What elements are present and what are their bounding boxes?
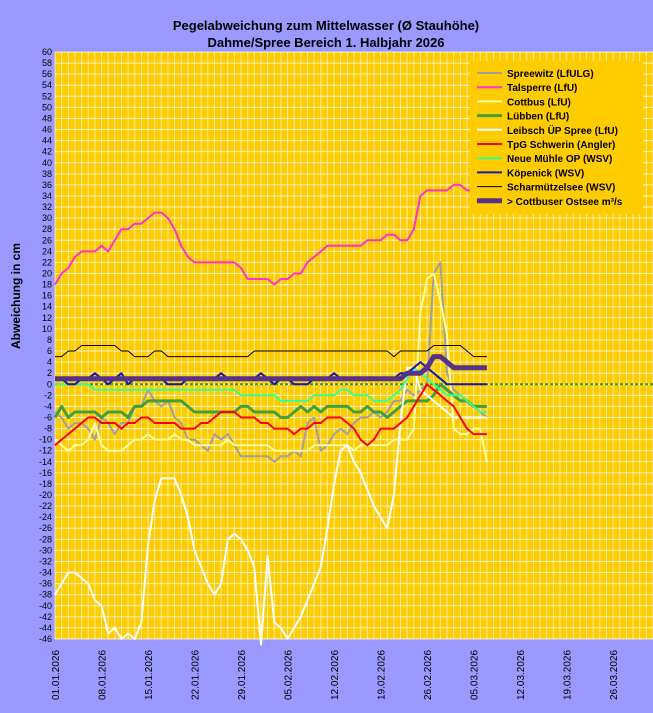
- y-tick-label: -22: [39, 501, 52, 511]
- y-tick-label: -6: [44, 412, 52, 422]
- y-tick-label: -24: [39, 512, 52, 522]
- series-line-talsperre-lfu: [54, 183, 487, 286]
- y-tick-label: -42: [39, 612, 52, 622]
- y-tick-label: 2: [47, 368, 52, 378]
- y-tick-label: -36: [39, 579, 52, 589]
- series-line-l-bben-lfu: [53, 382, 487, 419]
- x-tick-label: 26.02.2026: [423, 650, 434, 700]
- y-tick-label: 46: [42, 125, 52, 135]
- y-tick-label: 24: [42, 246, 52, 256]
- y-tick-label: -12: [39, 446, 52, 456]
- x-tick-label: 05.02.2026: [284, 650, 295, 700]
- y-tick-label: -30: [39, 545, 52, 555]
- legend-label: Neue Mühle OP (WSV): [507, 154, 612, 165]
- y-tick-label: -32: [39, 556, 52, 566]
- series-line-cottbuser-ostsee-m-s: [55, 354, 487, 382]
- y-tick-label: -44: [39, 623, 52, 633]
- legend-label: Spreewitz (LfULG): [507, 69, 594, 80]
- y-tick-label: -34: [39, 568, 52, 578]
- x-tick-label: 15.01.2026: [144, 650, 155, 700]
- series-line-neue-m-hle-op-wsv: [55, 366, 487, 413]
- y-tick-label: 32: [42, 202, 52, 212]
- series-line-tpg-schwerin-angler: [54, 383, 487, 447]
- x-tick-label: 01.01.2026: [51, 650, 62, 700]
- legend-label: Scharmützelsee (WSV): [507, 183, 615, 194]
- y-tick-label: -14: [39, 457, 52, 467]
- y-tick-label: 58: [42, 58, 52, 68]
- y-tick-label: -40: [39, 601, 52, 611]
- y-tick-label: -4: [44, 401, 52, 411]
- y-tick-label: -10: [39, 435, 52, 445]
- y-tick-label: 0: [47, 379, 52, 389]
- legend-label: Leibsch ÜP Spree (LfU): [507, 124, 618, 137]
- legend-items: Spreewitz (LfULG) Talsperre (LfU) Cottbus …: [477, 69, 623, 208]
- series-group: [53, 183, 488, 646]
- y-tick-label: 18: [42, 280, 52, 290]
- x-axis: 01.01.2026 08.01.2026 15.01.2026 22.01.2026…: [51, 650, 620, 700]
- legend-label: Köpenick (WSV): [507, 168, 584, 179]
- y-tick-label: 50: [42, 102, 52, 112]
- y-tick-label: 10: [42, 324, 52, 334]
- y-tick-label: 30: [42, 213, 52, 223]
- series-line-cottbus-lfu: [54, 272, 488, 462]
- series-line-k-penick-wsv: [55, 361, 487, 386]
- y-tick-label: 48: [42, 113, 52, 123]
- y-tick-label: -2: [44, 390, 52, 400]
- legend-label: TpG Schwerin (Angler): [507, 140, 615, 151]
- y-tick-label: 36: [42, 180, 52, 190]
- y-tick-label: 8: [47, 335, 52, 345]
- y-tick-label: -46: [39, 634, 52, 644]
- y-tick-label: 14: [42, 302, 52, 312]
- chart-title: Pegelabweichung zum Mittelwasser (Ø Stau…: [173, 18, 479, 33]
- y-axis: -46-44-42-40-38-36-34-32-30-28-26-24-22-…: [39, 47, 52, 644]
- x-tick-label: 12.03.2026: [516, 650, 527, 700]
- y-tick-label: 44: [42, 136, 52, 146]
- y-tick-label: -26: [39, 523, 52, 533]
- legend-label: > Cottbuser Ostsee m³/s: [507, 197, 623, 208]
- y-tick-label: 34: [42, 191, 52, 201]
- legend-label: Lübben (LfU): [507, 112, 569, 123]
- x-tick-label: 26.03.2026: [609, 650, 620, 700]
- y-tick-label: 40: [42, 158, 52, 168]
- y-tick-label: 26: [42, 235, 52, 245]
- x-tick-label: 29.01.2026: [237, 650, 248, 700]
- y-axis-label: Abweichung in cm: [9, 243, 23, 349]
- y-tick-label: 20: [42, 269, 52, 279]
- x-tick-label: 05.03.2026: [470, 650, 481, 700]
- chart-subtitle: Dahme/Spree Bereich 1. Halbjahr 2026: [207, 35, 444, 50]
- y-tick-label: 60: [42, 47, 52, 57]
- y-tick-label: -16: [39, 468, 52, 478]
- y-tick-label: 28: [42, 224, 52, 234]
- y-tick-label: -38: [39, 590, 52, 600]
- x-tick-label: 22.01.2026: [191, 650, 202, 700]
- y-tick-label: 22: [42, 257, 52, 267]
- y-tick-label: 6: [47, 346, 52, 356]
- series-line-scharm-tzelsee-wsv: [55, 345, 487, 358]
- y-tick-label: 54: [42, 80, 52, 90]
- legend-label: Talsperre (LfU): [507, 83, 577, 94]
- y-tick-label: -8: [44, 424, 52, 434]
- x-tick-label: 12.02.2026: [330, 650, 341, 700]
- y-tick-label: 52: [42, 91, 52, 101]
- y-tick-label: 4: [47, 357, 52, 367]
- legend-label: Cottbus (LfU): [507, 97, 571, 108]
- x-tick-label: 19.02.2026: [377, 650, 388, 700]
- y-tick-label: 16: [42, 291, 52, 301]
- y-tick-label: -28: [39, 534, 52, 544]
- y-tick-label: -20: [39, 490, 52, 500]
- y-tick-label: 38: [42, 169, 52, 179]
- y-tick-label: -18: [39, 479, 52, 489]
- x-tick-label: 08.01.2026: [98, 650, 109, 700]
- x-tick-label: 19.03.2026: [563, 650, 574, 700]
- y-tick-label: 42: [42, 147, 52, 157]
- y-tick-label: 12: [42, 313, 52, 323]
- y-tick-label: 56: [42, 69, 52, 79]
